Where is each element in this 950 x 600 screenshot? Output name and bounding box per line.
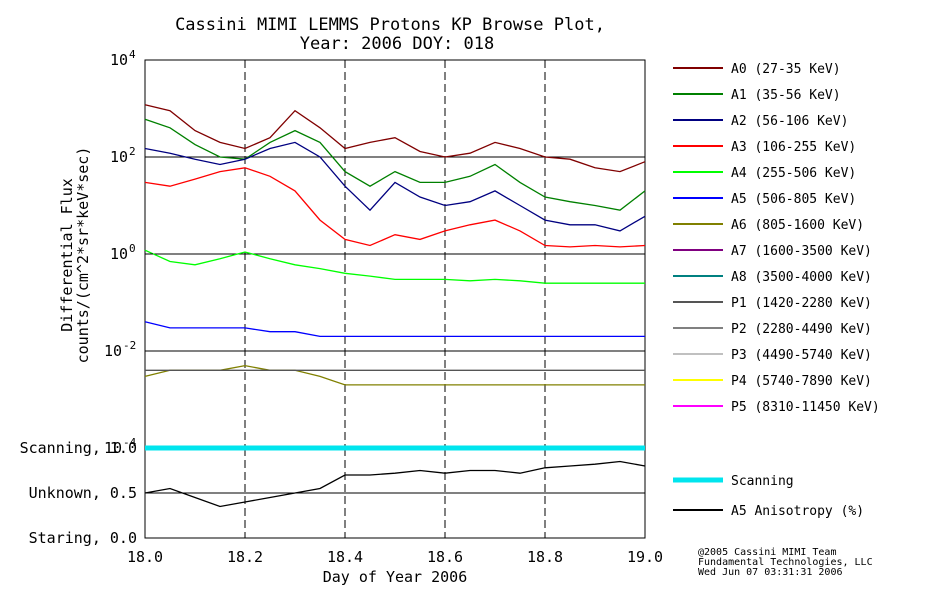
- bottom-panel-y-ticks: Staring, 0.0 Unknown, 0.5 Scanning, 1.0: [20, 439, 137, 547]
- credit-line-2: Fundamental Technologies, LLC: [698, 557, 873, 568]
- credits: @2005 Cassini MIMI Team Fundamental Tech…: [698, 547, 873, 578]
- legend-label-7: A7 (1600-3500 KeV): [731, 244, 872, 259]
- legend-label-12: P4 (5740-7890 KeV): [731, 374, 872, 389]
- legend-label-3: A3 (106-255 KeV): [731, 140, 856, 155]
- legend-label-2: A2 (56-106 KeV): [731, 114, 848, 129]
- legend-label-11: P3 (4490-5740 KeV): [731, 348, 872, 363]
- top-panel-series: [144, 104, 646, 386]
- x-tick-label-0: 18.0: [127, 548, 163, 566]
- series-line-5: [144, 321, 645, 338]
- y-tick-label-4: 10: [104, 439, 122, 457]
- status-legend-label-0: Scanning: [731, 474, 794, 489]
- legend-label-4: A4 (255-506 KeV): [731, 166, 856, 181]
- x-tick-label-1: 18.2: [227, 548, 263, 566]
- legend-label-10: P2 (2280-4490 KeV): [731, 322, 872, 337]
- legend-status: Scanning A5 Anisotropy (%): [673, 474, 864, 519]
- legend-label-0: A0 (27-35 KeV): [731, 62, 841, 77]
- y-tick-label-2: 10: [110, 245, 128, 263]
- y-tick-label-3: 10: [104, 342, 122, 360]
- legend-label-13: P5 (8310-11450 KeV): [731, 400, 880, 415]
- legend-flux: A0 (27-35 KeV) A1 (35-56 KeV) A2 (56-106 K…: [673, 62, 880, 415]
- status-y-tick-label-1: Unknown, 0.5: [29, 484, 137, 502]
- legend-label-6: A6 (805-1600 KeV): [731, 218, 864, 233]
- x-axis-label: Day of Year 2006: [323, 568, 468, 586]
- bottom-panel-series: [144, 445, 646, 508]
- bottom-panel: Staring, 0.0 Unknown, 0.5 Scanning, 1.0 18…: [20, 439, 663, 586]
- x-tick-label-2: 18.4: [327, 548, 363, 566]
- y-tick-exponent-4: -4: [123, 436, 137, 449]
- series-line-1: [144, 118, 646, 211]
- legend-label-8: A8 (3500-4000 KeV): [731, 270, 872, 285]
- y-axis-label-line1: Differential Flux: [58, 178, 76, 332]
- x-axis-ticks: 18.0 18.2 18.4 18.6 18.8 19.0: [127, 532, 663, 566]
- status-line-1: [144, 460, 646, 508]
- series-line-2: [144, 141, 646, 232]
- legend-label-9: P1 (1420-2280 KeV): [731, 296, 872, 311]
- status-y-tick-label-2: Scanning, 1.0: [20, 439, 137, 457]
- y-tick-exponent-3: -2: [123, 339, 136, 352]
- y-tick-exponent-1: 2: [129, 145, 136, 158]
- bottom-panel-grid: [145, 448, 645, 538]
- x-tick-label-5: 19.0: [627, 548, 663, 566]
- top-panel-grid: [145, 60, 645, 448]
- y-tick-exponent-2: 0: [129, 242, 136, 255]
- series-line-4: [144, 249, 645, 284]
- status-legend-label-1: A5 Anisotropy (%): [731, 504, 864, 519]
- series-line-0: [144, 104, 646, 173]
- y-tick-exponent-0: 4: [129, 48, 136, 61]
- legend-label-1: A1 (35-56 KeV): [731, 88, 841, 103]
- series-line-3: [144, 167, 646, 248]
- credit-line-1: @2005 Cassini MIMI Team: [698, 547, 836, 558]
- credit-line-3: Wed Jun 07 03:31:31 2006: [698, 567, 843, 578]
- series-line-6: [144, 364, 645, 386]
- plot-title-line2: Year: 2006 DOY: 018: [300, 34, 494, 54]
- plot-title-line1: Cassini MIMI LEMMS Protons KP Browse Plo…: [175, 15, 605, 35]
- x-tick-label-4: 18.8: [527, 548, 563, 566]
- x-tick-label-3: 18.6: [427, 548, 463, 566]
- legend-label-5: A5 (506-805 KeV): [731, 192, 856, 207]
- y-tick-label-1: 10: [110, 148, 128, 166]
- y-axis-label-line2: counts/(cm^2*sr*keV*sec): [74, 147, 92, 364]
- y-tick-label-0: 10: [110, 51, 128, 69]
- status-y-tick-label-0: Staring, 0.0: [29, 529, 137, 547]
